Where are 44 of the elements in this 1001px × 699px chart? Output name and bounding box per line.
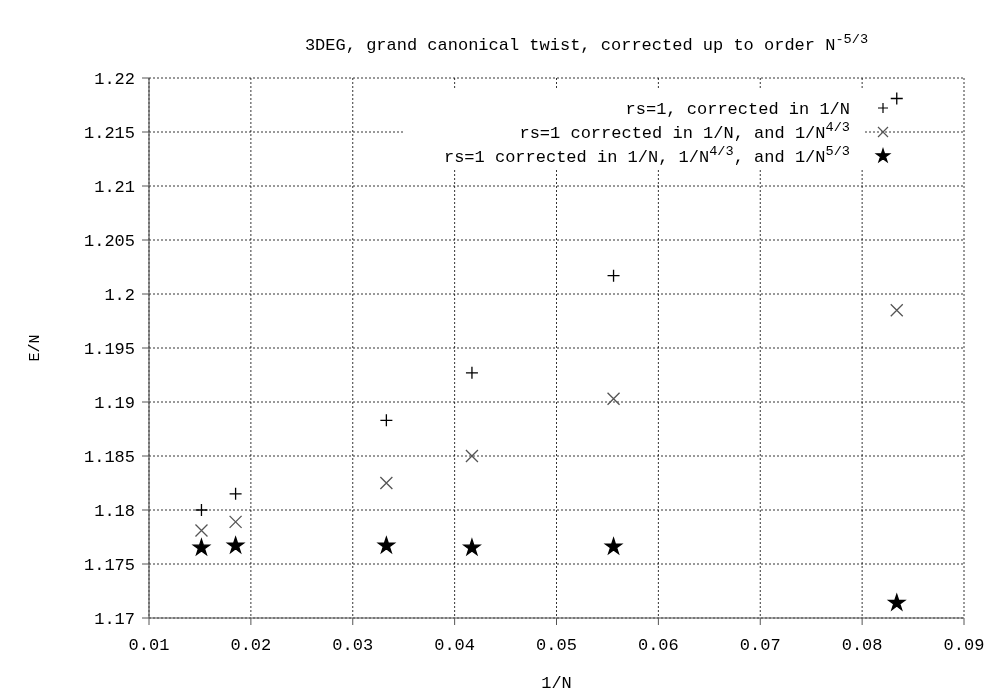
point — [377, 536, 396, 554]
y-axis-title: E/N — [27, 334, 44, 362]
x-tick-label: 0.02 — [230, 636, 272, 655]
point — [228, 487, 243, 501]
y-tick-label: 1.22 — [94, 70, 135, 89]
x-axis-title: 1/N — [541, 674, 572, 693]
point — [888, 593, 906, 611]
point — [228, 515, 243, 529]
y-tick-label: 1.17 — [94, 610, 135, 629]
y-tick-label: 1.195 — [83, 340, 135, 359]
x-tick-label: 0.04 — [434, 636, 476, 655]
point — [463, 538, 481, 556]
legend-label: rs=1 corrected in 1/N, 1/N$^{4/3}$, and 1/N$^{5/3}$ — [443, 143, 850, 167]
point — [194, 503, 209, 517]
y-tick-label: 1.185 — [83, 448, 135, 467]
point — [379, 413, 394, 428]
point — [194, 523, 209, 538]
point — [192, 538, 211, 556]
y-tick-label: 1.18 — [94, 502, 135, 521]
y-tick-label: 1.21 — [94, 178, 135, 197]
point — [465, 366, 479, 380]
x-tick-label: 0.09 — [943, 636, 985, 655]
legend-label: rs=1, corrected in 1/N — [625, 100, 850, 119]
x-tick-label: 0.06 — [637, 636, 679, 655]
y-tick-label: 1.2 — [104, 286, 135, 305]
point — [890, 303, 904, 317]
point — [604, 537, 623, 555]
point — [379, 476, 394, 490]
x-tick-label: 0.08 — [841, 636, 883, 655]
y-tick-label: 1.205 — [83, 232, 135, 251]
point — [890, 91, 904, 106]
point — [606, 392, 621, 406]
x-tick-label: 0.07 — [739, 636, 781, 655]
x-tick-label: 0.03 — [332, 636, 374, 655]
point — [465, 449, 479, 463]
x-tick-label: 0.01 — [128, 636, 170, 655]
legend-label: rs=1 corrected in 1/N, and 1/N$^{4/3}$ — [519, 119, 850, 143]
y-tick-label: 1.175 — [83, 556, 135, 575]
chart-title: 3DEG, grand canonical twist, corrected up to order N$^{-5/3}$ — [304, 31, 869, 55]
point — [226, 536, 245, 554]
y-tick-label: 1.19 — [94, 394, 135, 413]
x-tick-label: 0.05 — [536, 636, 577, 655]
point — [606, 268, 621, 283]
y-tick-label: 1.215 — [83, 124, 135, 143]
